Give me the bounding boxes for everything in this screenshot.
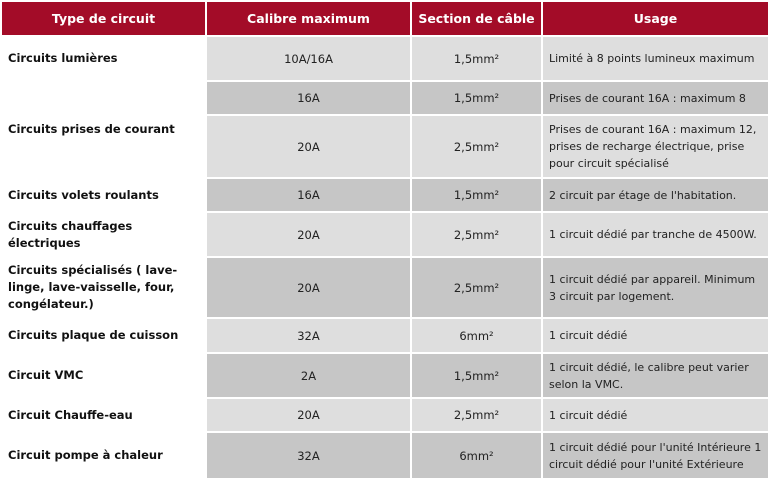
section-cell: 2,5mm² [410, 256, 543, 319]
calibre-cell: 2A [205, 352, 412, 399]
header-usage: Usage [541, 0, 768, 37]
table-row: Circuit VMC 2A 1,5mm² 1 circuit dédié, le c… [0, 352, 768, 399]
section-cell: 6mm² [410, 317, 543, 354]
usage-cell: Prises de courant 16A : maximum 8 [541, 80, 768, 116]
circuit-type-cell: Circuit VMC [0, 352, 207, 399]
table-row: Circuits lumières 10A/16A 1,5mm² Limité à 8… [0, 35, 768, 82]
header-calibre: Calibre maximum [205, 0, 412, 37]
header-type: Type de circuit [0, 0, 207, 37]
table-row: Circuits prises de courant 16A 1,5mm² Prise… [0, 80, 768, 179]
usage-cell: Prises de courant 16A : maximum 12, pris… [541, 114, 768, 179]
section-cell: 2,5mm² [410, 397, 543, 433]
calibre-cell: 20A [205, 397, 412, 433]
usage-cell: 1 circuit dédié [541, 397, 768, 433]
usage-cell: 1 circuit dédié, le calibre peut varier … [541, 352, 768, 399]
usage-cell: 1 circuit dédié par tranche de 4500W. [541, 211, 768, 258]
table-row: 20A 2,5mm² Prises de courant 16A : maximum… [1, 114, 768, 179]
table-row: Circuit pompe à chaleur 32A 6mm² 1 circuit … [0, 431, 768, 480]
table-row: Circuits plaque de cuisson 32A 6mm² 1 circu… [0, 317, 768, 354]
usage-cell: 2 circuit par étage de l'habitation. [541, 177, 768, 213]
usage-cell: 1 circuit dédié par appareil. Minimum 3 … [541, 256, 768, 319]
section-cell: 2,5mm² [410, 211, 543, 258]
circuit-type-cell: Circuits chauffages électriques [0, 211, 207, 258]
header-row: Type de circuit Calibre maximum Section … [0, 0, 768, 37]
section-cell: 1,5mm² [410, 352, 543, 399]
calibre-cell: 20A [205, 256, 412, 319]
header-section: Section de câble [410, 0, 543, 37]
calibre-cell: 32A [205, 317, 412, 354]
calibre-cell: 16A [205, 80, 412, 116]
circuit-type-cell: Circuits plaque de cuisson [0, 317, 207, 354]
circuit-type-cell: Circuit Chauffe-eau [0, 397, 207, 433]
calibre-cell: 32A [205, 431, 412, 480]
circuit-type-cell: Circuits volets roulants [0, 177, 207, 213]
circuit-type-cell: Circuits spécialisés ( lave-linge, lave-… [0, 256, 207, 319]
table-row: Circuits volets roulants 16A 1,5mm² 2 circu… [0, 177, 768, 213]
usage-cell: 1 circuit dédié pour l'unité Intérieure … [541, 431, 768, 480]
usage-cell: Limité à 8 points lumineux maximum [541, 35, 768, 82]
usage-cell: 1 circuit dédié [541, 317, 768, 354]
table-row: Circuit Chauffe-eau 20A 2,5mm² 1 circuit dé… [0, 397, 768, 433]
calibre-cell: 10A/16A [205, 35, 412, 82]
circuit-type-cell: Circuits prises de courant [0, 80, 207, 179]
section-cell: 1,5mm² [410, 80, 543, 116]
circuit-type-cell: Circuits lumières [0, 35, 207, 82]
table-row: Circuits spécialisés ( lave-linge, lave-… [0, 256, 768, 319]
section-cell: 2,5mm² [410, 114, 543, 179]
section-cell: 6mm² [410, 431, 543, 480]
table-row: Circuits chauffages électriques 20A 2,5mm²… [0, 211, 768, 258]
calibre-cell: 16A [205, 177, 412, 213]
section-cell: 1,5mm² [410, 177, 543, 213]
calibre-cell: 20A [205, 211, 412, 258]
circuit-type-cell: Circuit pompe à chaleur [0, 431, 207, 480]
section-cell: 1,5mm² [410, 35, 543, 82]
calibre-cell: 20A [205, 114, 412, 179]
